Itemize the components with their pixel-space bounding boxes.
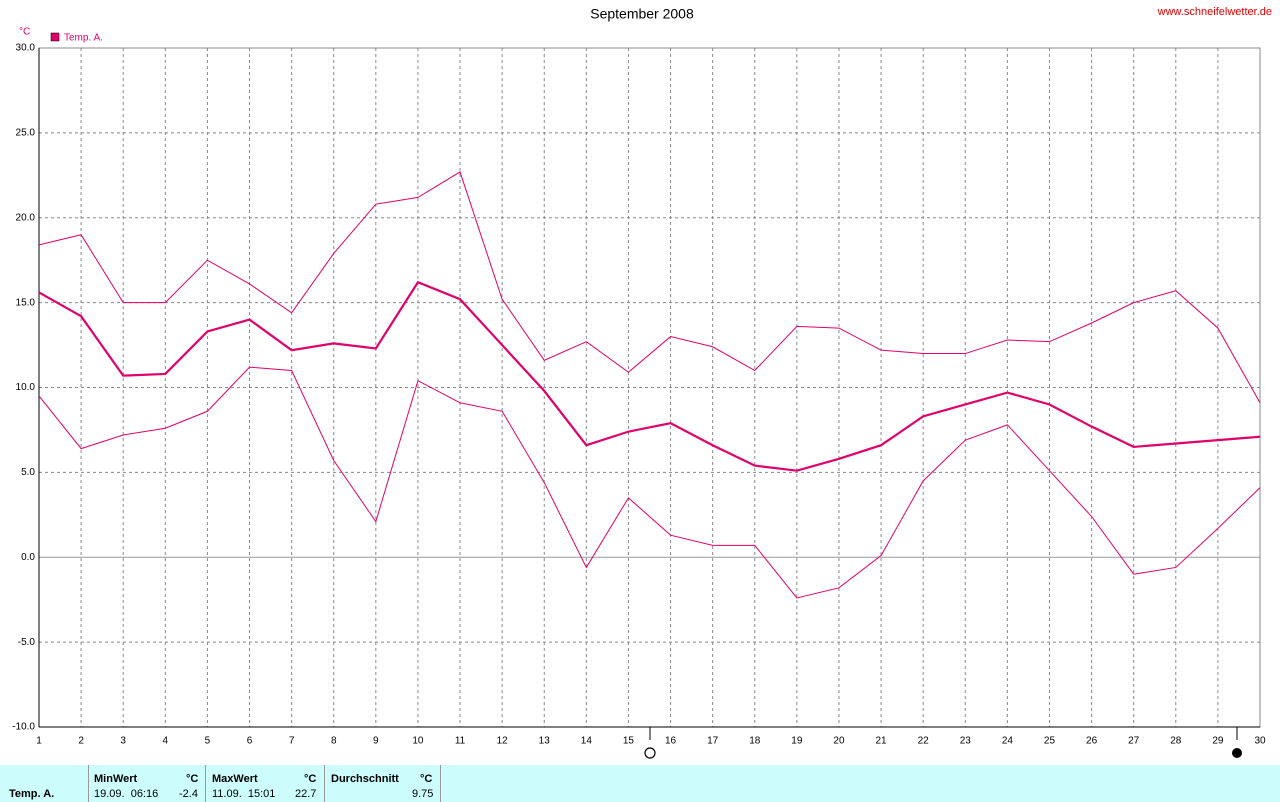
x-tick-label: 28 (1170, 736, 1182, 747)
y-tick-label: -10.0 (12, 722, 35, 733)
x-tick-label: 27 (1128, 736, 1140, 747)
low-line (38, 366, 1261, 599)
x-tick-label: 26 (1086, 736, 1098, 747)
x-tick-label: 9 (373, 736, 379, 747)
avg-unit: °C (420, 773, 433, 785)
x-tick-label: 25 (1044, 736, 1056, 747)
x-tick-label: 7 (289, 736, 295, 747)
new-moon-icon (1232, 748, 1242, 758)
x-tick-label: 13 (539, 736, 551, 747)
avg-value: 9.75 (412, 788, 434, 800)
x-tick-label: 1 (36, 736, 42, 747)
x-tick-label: 30 (1254, 736, 1266, 747)
x-tick-label: 21 (876, 736, 888, 747)
separator (205, 765, 206, 802)
x-tick-label: 15 (623, 736, 635, 747)
min-header: MinWert (94, 773, 138, 785)
x-tick-label: 17 (707, 736, 719, 747)
y-tick-label: 10.0 (16, 382, 36, 393)
x-tick-label: 14 (581, 736, 593, 747)
legend-label: Temp. A. (64, 33, 103, 44)
chart-title: September 2008 (590, 6, 694, 22)
x-tick-label: 3 (120, 736, 126, 747)
y-tick-label: 15.0 (16, 297, 36, 308)
y-tick-label: 30.0 (16, 43, 36, 54)
x-tick-label: 29 (1212, 736, 1224, 747)
x-tick-label: 6 (247, 736, 253, 747)
x-tick-label: 18 (749, 736, 761, 747)
x-tick-label: 24 (1002, 736, 1014, 747)
x-tick-label: 2 (78, 736, 84, 747)
y-tick-label: 25.0 (16, 128, 36, 139)
max-value: 22.7 (295, 788, 317, 800)
y-tick-label: 5.0 (21, 467, 35, 478)
x-tick-label: 10 (412, 736, 424, 747)
y-unit: °C (19, 27, 30, 38)
full-moon-icon (644, 747, 656, 759)
min-value: -2.4 (179, 788, 198, 800)
high-line (38, 171, 1261, 404)
y-tick-label: 0.0 (21, 552, 35, 563)
x-tick-label: 11 (455, 736, 466, 747)
x-tick-label: 23 (960, 736, 972, 747)
chart: September 2008 www.schneifelwetter.de °C… (12, 6, 1272, 759)
separator (440, 765, 441, 802)
x-tick-label: 19 (791, 736, 803, 747)
x-tick-label: 4 (163, 736, 169, 747)
series-label: Temp. A. (9, 788, 55, 800)
legend-swatch (50, 32, 60, 42)
y-tick-label: 20.0 (16, 212, 36, 223)
max-header: MaxWert (212, 773, 258, 785)
x-tick-label: 16 (665, 736, 677, 747)
line (38, 280, 1261, 472)
separator (324, 765, 325, 802)
x-tick-label: 8 (331, 736, 337, 747)
source: www.schneifelwetter.de (1157, 6, 1272, 18)
min-unit: °C (186, 773, 199, 785)
x-tick-label: 22 (918, 736, 930, 747)
separator (88, 765, 89, 802)
plot-area (38, 47, 1261, 728)
summary-table: Temp. A. MinWert °C 19.09. 06:16 -2.4 Ma… (0, 765, 1280, 802)
min-time: 19.09. 06:16 (94, 788, 159, 800)
x-tick-label: 12 (497, 736, 509, 747)
max-unit: °C (304, 773, 317, 785)
y-tick-label: -5.0 (18, 637, 36, 648)
x-tick-label: 5 (205, 736, 211, 747)
x-tick-label: 20 (833, 736, 845, 747)
avg-header: Durchschnitt (331, 773, 399, 785)
max-time: 11.09. 15:01 (212, 788, 276, 800)
